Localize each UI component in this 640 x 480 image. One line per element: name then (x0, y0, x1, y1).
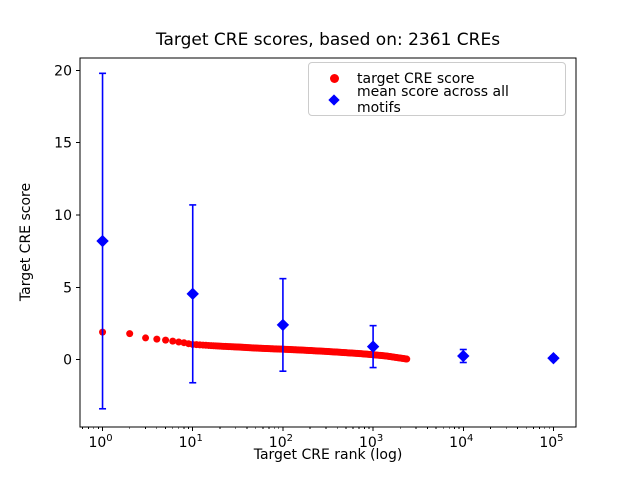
blue-mean-diamond (276, 318, 290, 332)
legend-label: mean score across all motifs (356, 83, 509, 116)
chart-title: Target CRE scores, based on: 2361 CREs (155, 30, 501, 50)
red-point (169, 337, 177, 345)
y-tick-label: 15 (54, 136, 72, 152)
legend-entry-target-cre-score: target CRE score (317, 68, 557, 89)
red-point (126, 330, 134, 338)
legend: target CRE score mean score across all m… (308, 62, 566, 116)
y-axis-label: Target CRE score (18, 182, 34, 302)
x-axis-label: Target CRE rank (log) (253, 447, 403, 463)
red-point (175, 338, 183, 346)
red-point (142, 334, 150, 342)
y-tick-label: 20 (54, 63, 72, 79)
blue-mean-diamond (96, 234, 109, 248)
axes-frame (79, 57, 577, 428)
red-series (99, 328, 411, 363)
y-tick-label: 0 (63, 353, 72, 369)
red-point (162, 336, 170, 344)
legend-label: target CRE score (357, 70, 475, 87)
legend-entry-mean-score: mean score across all motifs (317, 84, 557, 116)
y-tick-label: 10 (54, 208, 72, 224)
blue-mean-diamond (186, 287, 199, 301)
legend-blue-diamond-icon (317, 93, 351, 106)
red-point (153, 335, 161, 343)
y-tick-label: 5 (63, 280, 72, 296)
red-point (403, 355, 411, 363)
y-axis: 0 5 10 15 20 (54, 63, 80, 369)
blue-mean-diamond (366, 340, 380, 353)
blue-mean-diamond (547, 351, 560, 365)
legend-red-dot-icon (317, 74, 351, 83)
blue-errorbar-series (96, 72, 560, 410)
blue-mean-diamond (457, 349, 470, 363)
